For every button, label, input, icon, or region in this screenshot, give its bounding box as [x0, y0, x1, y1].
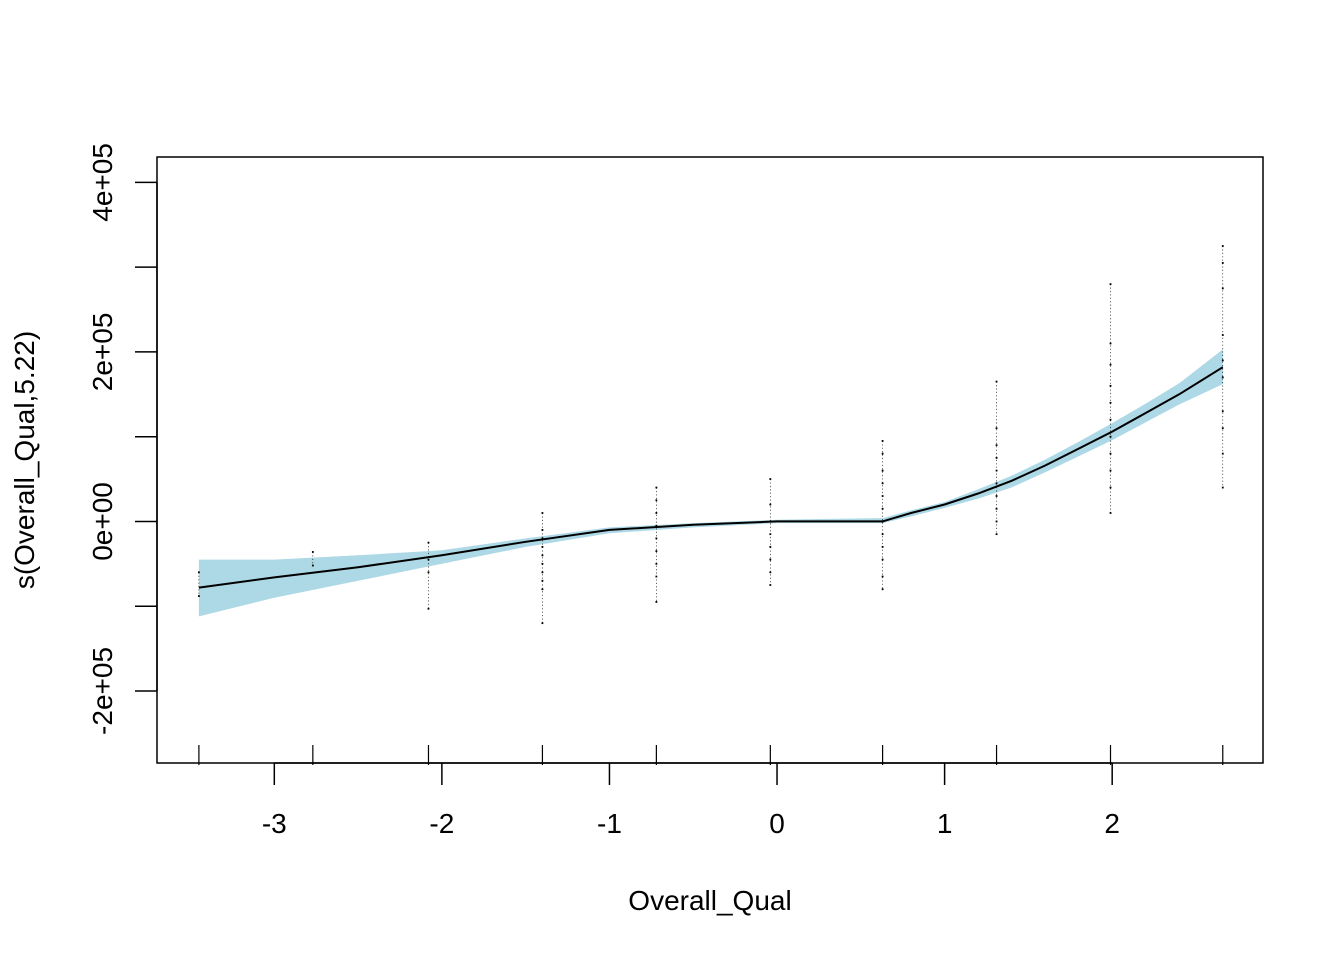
y-tick-label: 2e+05 — [87, 313, 118, 392]
residual-point — [881, 575, 884, 578]
residual-point — [769, 503, 772, 506]
partial-residual-points-layer — [197, 245, 1224, 625]
residual-point — [541, 537, 544, 540]
residual-point — [769, 558, 772, 561]
residual-point — [881, 588, 884, 591]
residual-point — [769, 545, 772, 548]
residual-point — [1221, 262, 1224, 264]
residual-point — [655, 537, 658, 540]
x-tick-label: -2 — [429, 808, 454, 839]
residual-point — [427, 541, 430, 544]
residual-point — [1221, 334, 1224, 336]
y-tick-label: 0e+00 — [87, 482, 118, 561]
rug-layer — [198, 745, 1224, 765]
residual-point — [1221, 486, 1224, 489]
x-tick-label: 2 — [1104, 808, 1120, 839]
residual-point — [1221, 452, 1224, 455]
residual-point — [197, 595, 200, 597]
residual-point — [995, 469, 998, 472]
residual-point — [655, 499, 658, 502]
residual-point — [541, 579, 544, 582]
x-axis-title: Overall_Qual — [628, 885, 791, 916]
x-tick-label: -1 — [597, 808, 622, 839]
smooth-line — [198, 366, 1224, 589]
residual-point — [1109, 435, 1112, 438]
residual-point — [427, 558, 430, 561]
residual-point — [1109, 384, 1112, 387]
residual-point — [1221, 427, 1224, 430]
residual-point — [1109, 452, 1112, 455]
residual-point — [1109, 486, 1112, 489]
y-tick-label: -2e+05 — [87, 647, 118, 735]
residual-point — [1221, 359, 1224, 362]
residual-point — [995, 507, 998, 510]
y-tick-label: 4e+05 — [87, 143, 118, 222]
confidence-band — [198, 349, 1223, 617]
residual-point — [1221, 410, 1224, 413]
x-tick-label: -3 — [262, 808, 287, 839]
x-axis: -3 -2 -1 0 1 2 — [262, 762, 1120, 839]
residual-point — [541, 622, 544, 625]
residual-point — [769, 478, 772, 480]
residual-point — [1109, 283, 1112, 286]
y-axis: -2e+05 0e+00 2e+05 4e+05 — [87, 143, 158, 735]
residual-point — [541, 512, 544, 514]
residual-point — [995, 427, 998, 430]
residual-point — [1109, 363, 1112, 366]
residual-point — [541, 571, 544, 574]
residual-point — [541, 562, 544, 565]
residual-point — [995, 520, 998, 523]
residual-point — [769, 533, 772, 536]
residual-point — [197, 571, 200, 574]
residual-point — [881, 482, 884, 485]
residual-point — [655, 524, 658, 527]
residual-point — [1221, 376, 1224, 379]
residual-point — [995, 456, 998, 459]
residual-point — [541, 529, 544, 531]
residual-point — [655, 562, 658, 565]
residual-point — [881, 440, 884, 442]
residual-point — [655, 575, 658, 578]
residual-point — [881, 452, 884, 455]
residual-point — [881, 533, 884, 536]
residual-point — [541, 588, 544, 591]
residual-point — [995, 380, 998, 383]
y-axis-title: s(Overall_Qual,5.22) — [9, 331, 40, 589]
residual-point — [881, 545, 884, 548]
x-tick-label: 0 — [769, 808, 785, 839]
residual-point — [655, 512, 658, 514]
smooth-line-layer — [198, 366, 1224, 589]
residual-point — [1221, 287, 1224, 290]
residual-point — [655, 550, 658, 553]
residual-point — [881, 507, 884, 510]
residual-point — [1109, 401, 1112, 404]
residual-point — [995, 495, 998, 497]
residual-point — [655, 486, 658, 489]
residual-point — [881, 495, 884, 497]
residual-point — [881, 558, 884, 561]
confidence-band-layer — [198, 349, 1223, 617]
residual-point — [1221, 245, 1224, 247]
residual-point — [541, 554, 544, 557]
residual-point — [1109, 469, 1112, 472]
residual-point — [995, 482, 998, 485]
residual-point — [1109, 418, 1112, 421]
residual-point — [541, 545, 544, 548]
residual-point — [881, 469, 884, 472]
residual-point — [995, 533, 998, 536]
residual-point — [427, 571, 430, 574]
residual-point — [769, 571, 772, 574]
residual-point — [655, 601, 658, 603]
residual-point — [995, 444, 998, 447]
residual-point — [1109, 512, 1112, 514]
residual-point — [769, 584, 772, 586]
residual-point — [311, 564, 314, 567]
residual-point — [311, 551, 314, 553]
x-tick-label: 1 — [937, 808, 953, 839]
residual-point — [1109, 342, 1112, 345]
residual-point — [427, 607, 430, 610]
